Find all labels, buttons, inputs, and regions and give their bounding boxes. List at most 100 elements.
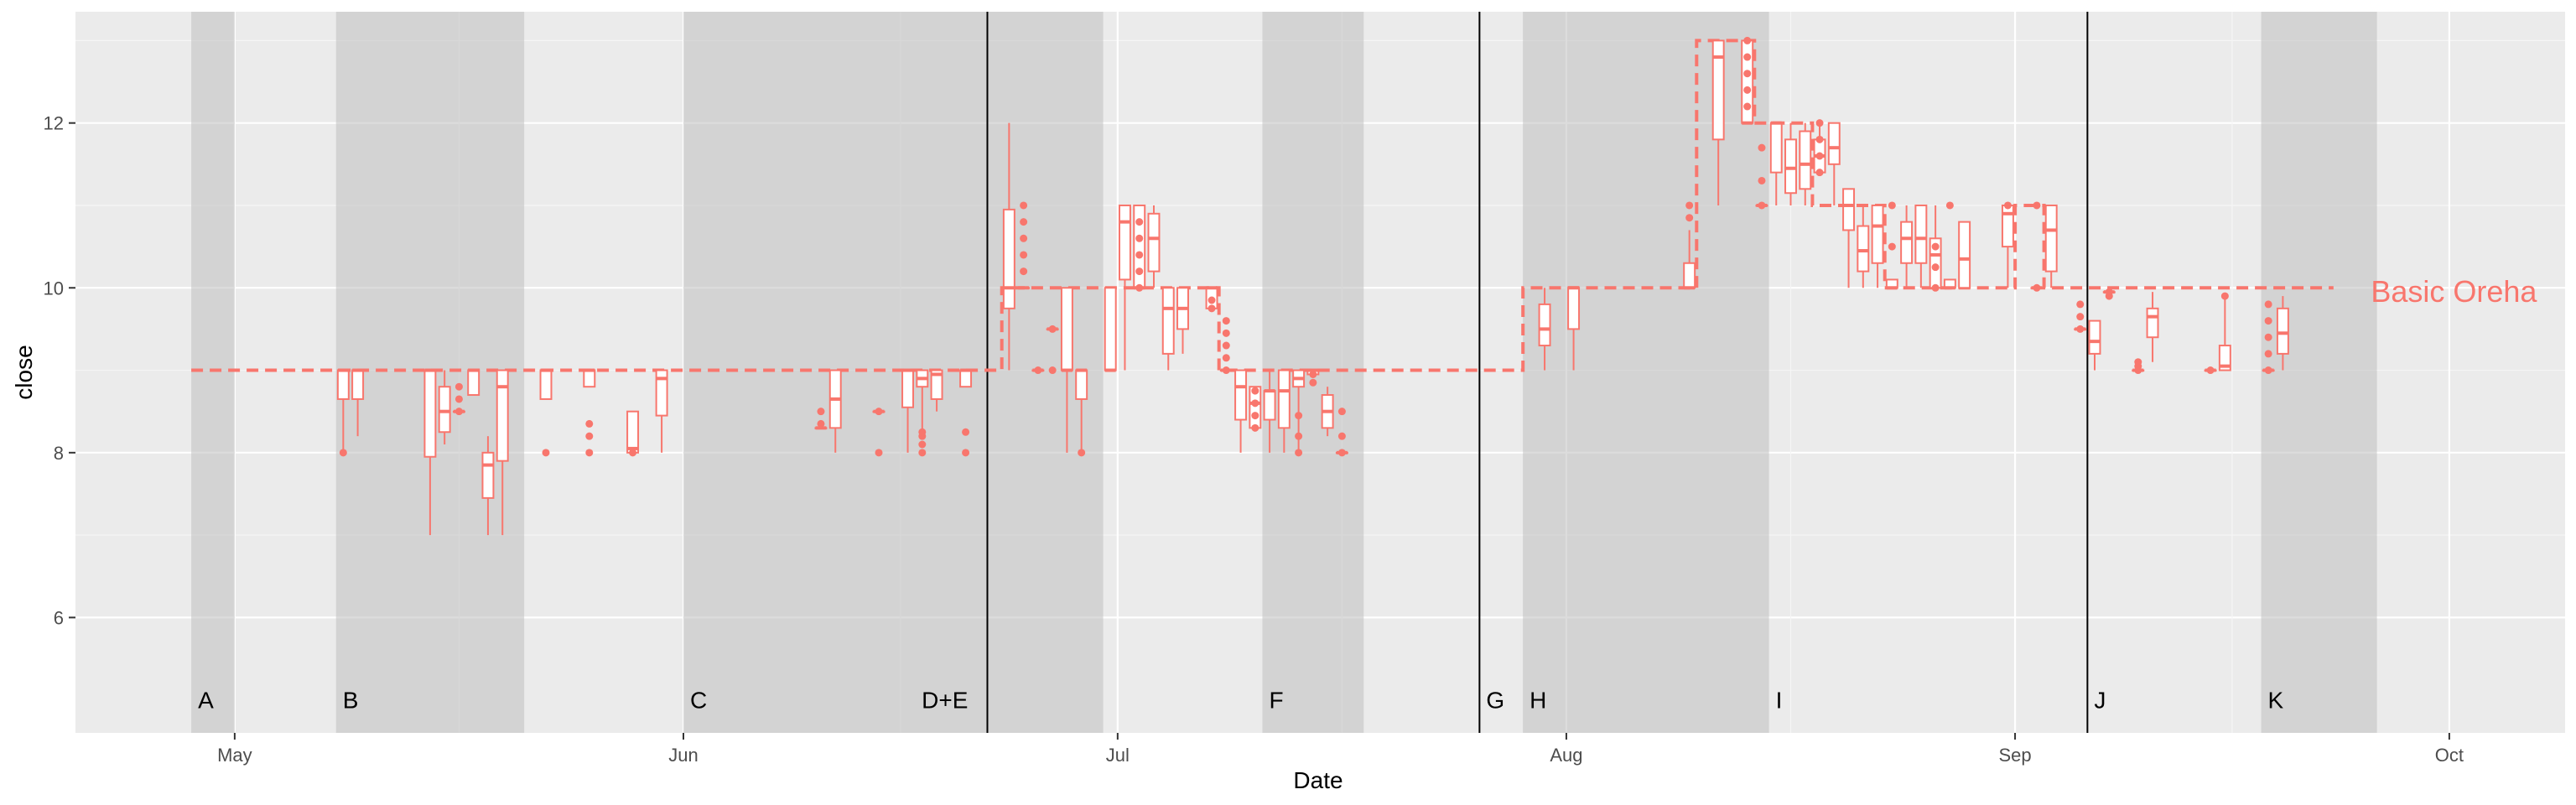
- box: [539, 369, 553, 400]
- outlier-point: [1135, 267, 1144, 276]
- outlier-point: [339, 449, 347, 457]
- shaded-region: [2261, 12, 2377, 733]
- box: [1118, 204, 1131, 281]
- outlier-point: [2105, 288, 2113, 296]
- outlier-point: [1931, 242, 1940, 251]
- boxplots: [336, 36, 2289, 536]
- outlier-point: [2220, 292, 2229, 300]
- boxplot: [423, 368, 437, 536]
- boxplot: [959, 368, 973, 457]
- boxplot: [2132, 358, 2145, 375]
- outlier-point: [1034, 366, 1042, 375]
- series-label: Basic Oreha: [2371, 274, 2537, 309]
- region-label: F: [1269, 688, 1283, 714]
- boxplot: [2030, 201, 2044, 292]
- outlier-point: [1888, 242, 1896, 251]
- outlier-point: [1337, 449, 1346, 457]
- shaded-region: [191, 12, 235, 733]
- outlier-point: [1295, 432, 1303, 440]
- region-label: G: [1486, 688, 1504, 714]
- box: [1147, 212, 1161, 273]
- x-tick-label: Jul: [1106, 745, 1130, 766]
- boxplot: [814, 408, 828, 430]
- outlier-point: [454, 408, 463, 416]
- outlier-point: [1758, 201, 1766, 210]
- boxplot: [2044, 204, 2058, 288]
- outlier-point: [1337, 408, 1346, 416]
- boxplot: [2102, 288, 2116, 300]
- outlier-point: [454, 382, 463, 391]
- box: [655, 369, 668, 417]
- outlier-point: [1078, 449, 1086, 457]
- box: [2218, 345, 2231, 371]
- boxplot: [1538, 288, 1551, 371]
- outlier-point: [1337, 432, 1346, 440]
- region-label: D+E: [922, 688, 968, 714]
- outlier-point: [1020, 251, 1028, 259]
- outlier-point: [2264, 350, 2272, 358]
- outlier-point: [1020, 234, 1028, 242]
- boxplot: [1277, 369, 1291, 453]
- step-line: [191, 39, 2334, 372]
- box: [1567, 287, 1581, 330]
- outlier-point: [1685, 214, 1694, 222]
- outlier-point: [1743, 36, 1752, 44]
- outlier-point: [2003, 201, 2012, 210]
- x-tick-label: May: [217, 745, 252, 766]
- boxplot: [1827, 122, 1841, 205]
- outlier-point: [1020, 218, 1028, 226]
- outlier-point: [1135, 234, 1144, 242]
- outlier-point: [1251, 412, 1259, 420]
- boxplot: [1769, 121, 1783, 205]
- box: [1683, 262, 1696, 289]
- shaded-region: [1523, 12, 1769, 733]
- boxplot: [1958, 221, 1971, 289]
- box: [1857, 225, 1870, 273]
- boxplot: [539, 368, 553, 457]
- box: [1263, 390, 1276, 421]
- box: [2088, 319, 2101, 355]
- vertical-event-lines: [986, 12, 2089, 733]
- region-label: C: [690, 688, 707, 714]
- outlier-point: [1208, 304, 1216, 313]
- box: [626, 410, 640, 454]
- outlier-point: [1295, 449, 1303, 457]
- outlier-point: [1222, 329, 1230, 337]
- boxplot: [2146, 292, 2159, 362]
- boxplot: [336, 368, 350, 457]
- box: [1784, 138, 1797, 195]
- box: [1002, 208, 1015, 309]
- outlier-point: [585, 432, 594, 440]
- boxplot: [1755, 143, 1768, 210]
- outlier-point: [2264, 317, 2272, 325]
- outlier-point: [1222, 354, 1230, 362]
- outlier-point: [875, 449, 883, 457]
- boxplot: [1799, 122, 1812, 205]
- outlier-point: [2206, 366, 2215, 375]
- outlier-point: [1048, 366, 1057, 375]
- outlier-point: [1020, 201, 1028, 210]
- box: [1769, 122, 1783, 174]
- boxplot: [1813, 119, 1826, 177]
- outlier-point: [1758, 176, 1766, 184]
- box: [2146, 307, 2159, 339]
- boxplot: [1929, 205, 1942, 292]
- boxplot: [1118, 204, 1131, 371]
- outlier-point: [1815, 119, 1824, 127]
- boxplot: [1219, 317, 1233, 375]
- outlier-point: [817, 419, 825, 428]
- boxplot: [1292, 369, 1306, 457]
- boxplot: [1205, 286, 1218, 313]
- region-label: H: [1530, 688, 1546, 714]
- outlier-point: [2264, 300, 2272, 309]
- outlier-point: [1048, 325, 1057, 333]
- boxplot: [481, 436, 495, 536]
- box: [1914, 204, 1928, 264]
- box: [423, 369, 437, 458]
- boxplot: [1857, 205, 1870, 288]
- box: [901, 369, 915, 408]
- region-label: B: [343, 688, 359, 714]
- region-labels: A B C D+E F G H I J K: [198, 688, 2283, 714]
- outlier-point: [585, 449, 594, 457]
- outlier-point: [2033, 283, 2041, 292]
